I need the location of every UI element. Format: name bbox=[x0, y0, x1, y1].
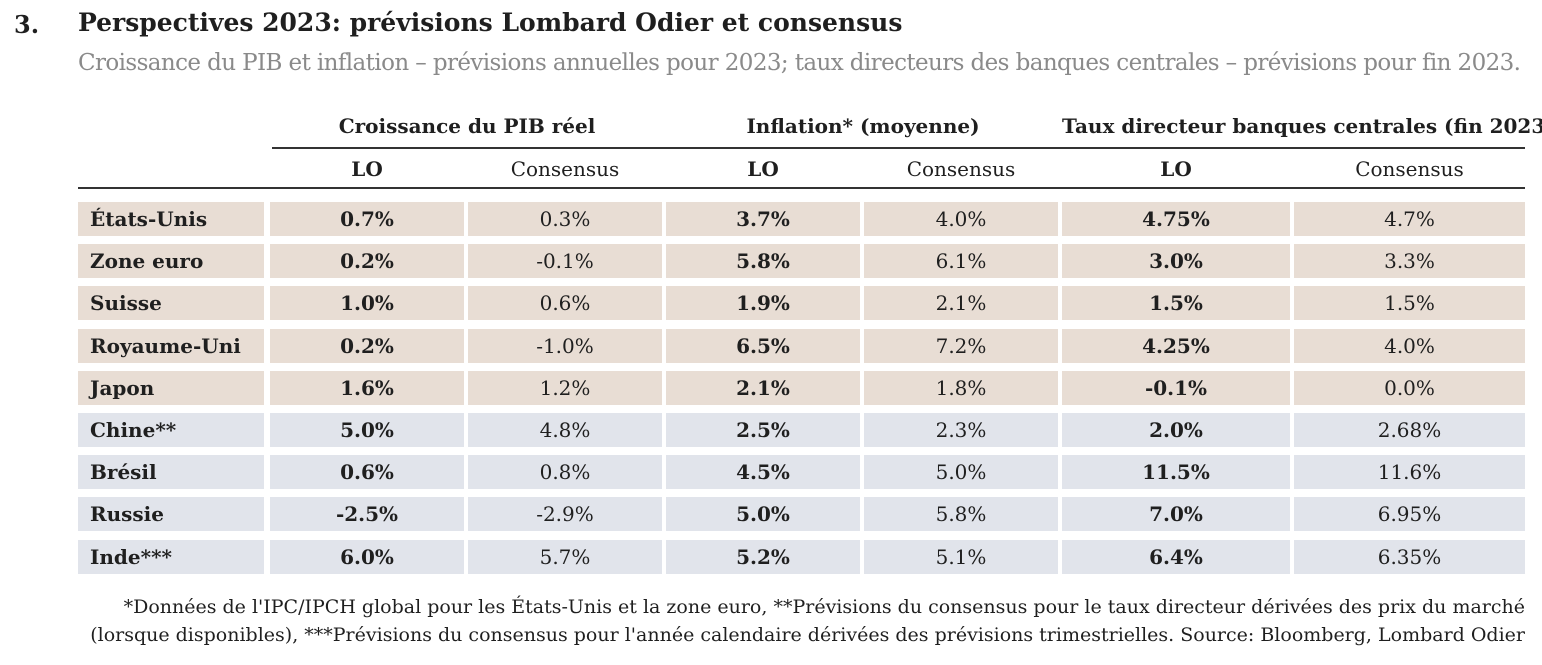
row-value-cell: 5.8% bbox=[666, 244, 860, 279]
row-value-cell: 0.7% bbox=[270, 202, 464, 236]
row-value-cell: 1.6% bbox=[270, 370, 464, 405]
row-value-cell: -2.9% bbox=[468, 497, 662, 532]
row-value-cell: 5.7% bbox=[468, 539, 662, 574]
row-value-cell: 6.35% bbox=[1294, 539, 1525, 574]
row-value-cell: 4.0% bbox=[1294, 328, 1525, 363]
row-value-cell: 0.8% bbox=[468, 455, 662, 490]
row-value-cell: 2.1% bbox=[864, 286, 1058, 321]
page-subtitle: Croissance du PIB et inflation – prévisi… bbox=[78, 50, 1521, 76]
subheader-gdp-lo: LO bbox=[351, 157, 383, 181]
row-value-cell: 1.2% bbox=[468, 370, 662, 405]
row-country-name: Zone euro bbox=[78, 244, 264, 279]
row-value-cell: 2.68% bbox=[1294, 413, 1525, 447]
table-row: Inde*** 6.0% 5.7% 5.2% 5.1% 6.4% 6.35% bbox=[78, 539, 1525, 574]
table-row: Brésil 0.6% 0.8% 4.5% 5.0% 11.5% 11.6% bbox=[78, 455, 1525, 490]
row-country-name: États-Unis bbox=[78, 202, 264, 236]
footnote-line-1: *Données de l'IPC/IPCH global pour les É… bbox=[123, 596, 1525, 618]
row-value-cell: 2.5% bbox=[666, 413, 860, 447]
row-value-cell: 11.6% bbox=[1294, 455, 1525, 490]
row-value-cell: 5.1% bbox=[864, 539, 1058, 574]
row-value-cell: 2.0% bbox=[1062, 413, 1290, 447]
row-value-cell: 5.0% bbox=[864, 455, 1058, 490]
table-row: Russie -2.5% -2.9% 5.0% 5.8% 7.0% 6.95% bbox=[78, 497, 1525, 532]
table-row: Zone euro 0.2% -0.1% 5.8% 6.1% 3.0% 3.3% bbox=[78, 244, 1525, 279]
row-value-cell: 7.2% bbox=[864, 328, 1058, 363]
row-value-cell: -0.1% bbox=[468, 244, 662, 279]
row-value-cell: 0.6% bbox=[270, 455, 464, 490]
row-value-cell: 4.8% bbox=[468, 413, 662, 447]
row-value-cell: 4.75% bbox=[1062, 202, 1290, 236]
row-value-cell: 7.0% bbox=[1062, 497, 1290, 532]
table-row: États-Unis 0.7% 0.3% 3.7% 4.0% 4.75% 4.7% bbox=[78, 202, 1525, 236]
row-value-cell: 5.0% bbox=[666, 497, 860, 532]
table-row: Suisse 1.0% 0.6% 1.9% 2.1% 1.5% 1.5% bbox=[78, 286, 1525, 321]
subheader-inflation-lo: LO bbox=[747, 157, 779, 181]
subheader-rate-consensus: Consensus bbox=[1355, 157, 1464, 181]
footnote-line-2: (lorsque disponibles), ***Prévisions du … bbox=[90, 624, 1525, 646]
row-value-cell: -0.1% bbox=[1062, 370, 1290, 405]
row-country-name: Russie bbox=[78, 497, 264, 532]
group-header-inflation: Inflation* (moyenne) bbox=[746, 114, 980, 138]
row-country-name: Brésil bbox=[78, 455, 264, 490]
row-value-cell: 2.3% bbox=[864, 413, 1058, 447]
header-rule bbox=[78, 187, 1525, 189]
row-value-cell: 6.4% bbox=[1062, 539, 1290, 574]
row-value-cell: 0.6% bbox=[468, 286, 662, 321]
row-value-cell: 4.25% bbox=[1062, 328, 1290, 363]
subheader-rate-lo: LO bbox=[1160, 157, 1192, 181]
row-value-cell: 3.3% bbox=[1294, 244, 1525, 279]
row-value-cell: 6.1% bbox=[864, 244, 1058, 279]
row-value-cell: -2.5% bbox=[270, 497, 464, 532]
row-country-name: Chine** bbox=[78, 413, 264, 447]
row-value-cell: 4.7% bbox=[1294, 202, 1525, 236]
row-value-cell: 6.95% bbox=[1294, 497, 1525, 532]
group-header-rule bbox=[272, 147, 1525, 149]
row-value-cell: 3.7% bbox=[666, 202, 860, 236]
table-row: Chine** 5.0% 4.8% 2.5% 2.3% 2.0% 2.68% bbox=[78, 413, 1525, 447]
row-value-cell: 0.3% bbox=[468, 202, 662, 236]
row-value-cell: 5.0% bbox=[270, 413, 464, 447]
row-value-cell: 6.5% bbox=[666, 328, 860, 363]
group-header-gdp: Croissance du PIB réel bbox=[338, 114, 596, 138]
row-value-cell: 1.9% bbox=[666, 286, 860, 321]
row-value-cell: 5.8% bbox=[864, 497, 1058, 532]
subheader-inflation-consensus: Consensus bbox=[906, 157, 1016, 181]
group-header-policy-rate: Taux directeur banques centrales (fin 20… bbox=[1062, 114, 1542, 138]
row-value-cell: 1.0% bbox=[270, 286, 464, 321]
row-value-cell: -1.0% bbox=[468, 328, 662, 363]
row-value-cell: 0.2% bbox=[270, 244, 464, 279]
row-country-name: Suisse bbox=[78, 286, 264, 321]
row-value-cell: 6.0% bbox=[270, 539, 464, 574]
table-row: Japon 1.6% 1.2% 2.1% 1.8% -0.1% 0.0% bbox=[78, 370, 1525, 405]
page-title: Perspectives 2023: prévisions Lombard Od… bbox=[78, 8, 903, 37]
row-country-name: Japon bbox=[78, 370, 264, 405]
row-value-cell: 3.0% bbox=[1062, 244, 1290, 279]
row-value-cell: 2.1% bbox=[666, 370, 860, 405]
row-value-cell: 4.5% bbox=[666, 455, 860, 490]
row-value-cell: 5.2% bbox=[666, 539, 860, 574]
row-value-cell: 0.0% bbox=[1294, 370, 1525, 405]
row-value-cell: 1.5% bbox=[1294, 286, 1525, 321]
subheader-gdp-consensus: Consensus bbox=[510, 157, 620, 181]
table-row: Royaume-Uni 0.2% -1.0% 6.5% 7.2% 4.25% 4.0% bbox=[78, 328, 1525, 363]
row-country-name: Royaume-Uni bbox=[78, 328, 264, 363]
row-value-cell: 11.5% bbox=[1062, 455, 1290, 490]
row-value-cell: 1.5% bbox=[1062, 286, 1290, 321]
row-value-cell: 0.2% bbox=[270, 328, 464, 363]
section-number: 3. bbox=[14, 10, 40, 39]
row-value-cell: 4.0% bbox=[864, 202, 1058, 236]
row-value-cell: 1.8% bbox=[864, 370, 1058, 405]
row-country-name: Inde*** bbox=[78, 539, 264, 574]
